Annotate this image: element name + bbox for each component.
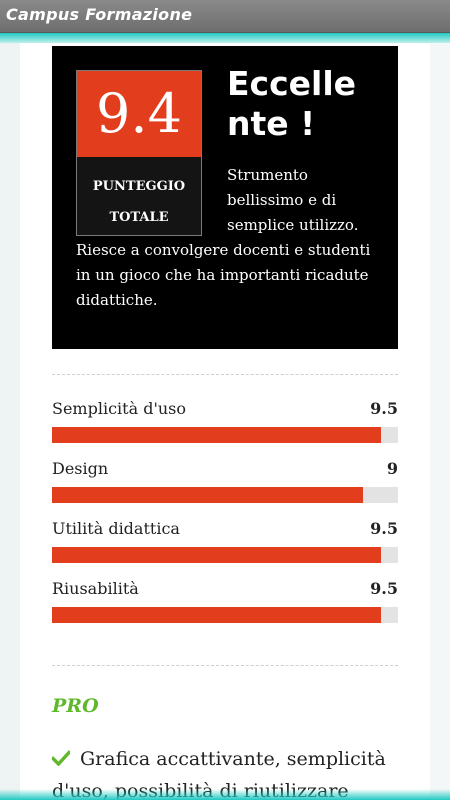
total-score-label: PUNTEGGIO TOTALE: [77, 171, 201, 233]
divider-bottom: [52, 665, 398, 666]
title-bar-accent: [0, 33, 450, 43]
rating-bar-fill: [52, 427, 381, 443]
rating-value: 9.5: [370, 579, 398, 598]
page-margin-right: [430, 43, 450, 800]
review-summary-part1: Strumento bellissimo e di semplice utili…: [227, 166, 359, 234]
rating-bar-track: [52, 427, 398, 443]
bottom-edge-glow: [0, 789, 450, 800]
rating-row: Riusabilità 9.5: [52, 578, 398, 636]
check-icon: [52, 750, 70, 766]
rating-bar-track: [52, 547, 398, 563]
rating-bar-fill: [52, 487, 364, 503]
rating-row: Semplicità d'uso 9.5: [52, 398, 398, 456]
rating-label: Semplicità d'uso: [52, 399, 186, 418]
total-score-value: 9.4: [77, 71, 201, 157]
review-verdict-line2: nte !: [227, 104, 316, 143]
review-verdict-line1: Eccelle: [227, 64, 357, 103]
total-score-box: 9.4 PUNTEGGIO TOTALE: [76, 70, 202, 236]
rating-bar-fill: [52, 547, 381, 563]
total-score-label-line2: TOTALE: [109, 210, 169, 225]
rating-label: Utilità didattica: [52, 519, 180, 538]
app-title: Campus Formazione: [6, 5, 193, 24]
rating-value: 9.5: [370, 399, 398, 418]
rating-value: 9.5: [370, 519, 398, 538]
divider-top: [52, 374, 398, 375]
rating-label: Design: [52, 459, 109, 478]
rating-bar-fill: [52, 607, 381, 623]
app-title-bar: Campus Formazione: [0, 0, 450, 33]
rating-bar-track: [52, 487, 398, 503]
rating-value: 9: [386, 459, 398, 478]
review-summary-part2: Riesce a convolgere docenti e studenti i…: [76, 241, 371, 309]
review-card: 9.4 PUNTEGGIO TOTALE Eccelle nte ! Strum…: [20, 43, 430, 800]
rating-bar-track: [52, 607, 398, 623]
total-score-label-line1: PUNTEGGIO: [92, 179, 186, 194]
review-summary-box: 9.4 PUNTEGGIO TOTALE Eccelle nte ! Strum…: [52, 46, 398, 349]
rating-label: Riusabilità: [52, 579, 139, 598]
review-verdict: Eccelle nte !: [227, 64, 387, 144]
pro-heading: PRO: [52, 695, 99, 717]
rating-row: Design 9: [52, 458, 398, 516]
rating-row: Utilità didattica 9.5: [52, 518, 398, 576]
